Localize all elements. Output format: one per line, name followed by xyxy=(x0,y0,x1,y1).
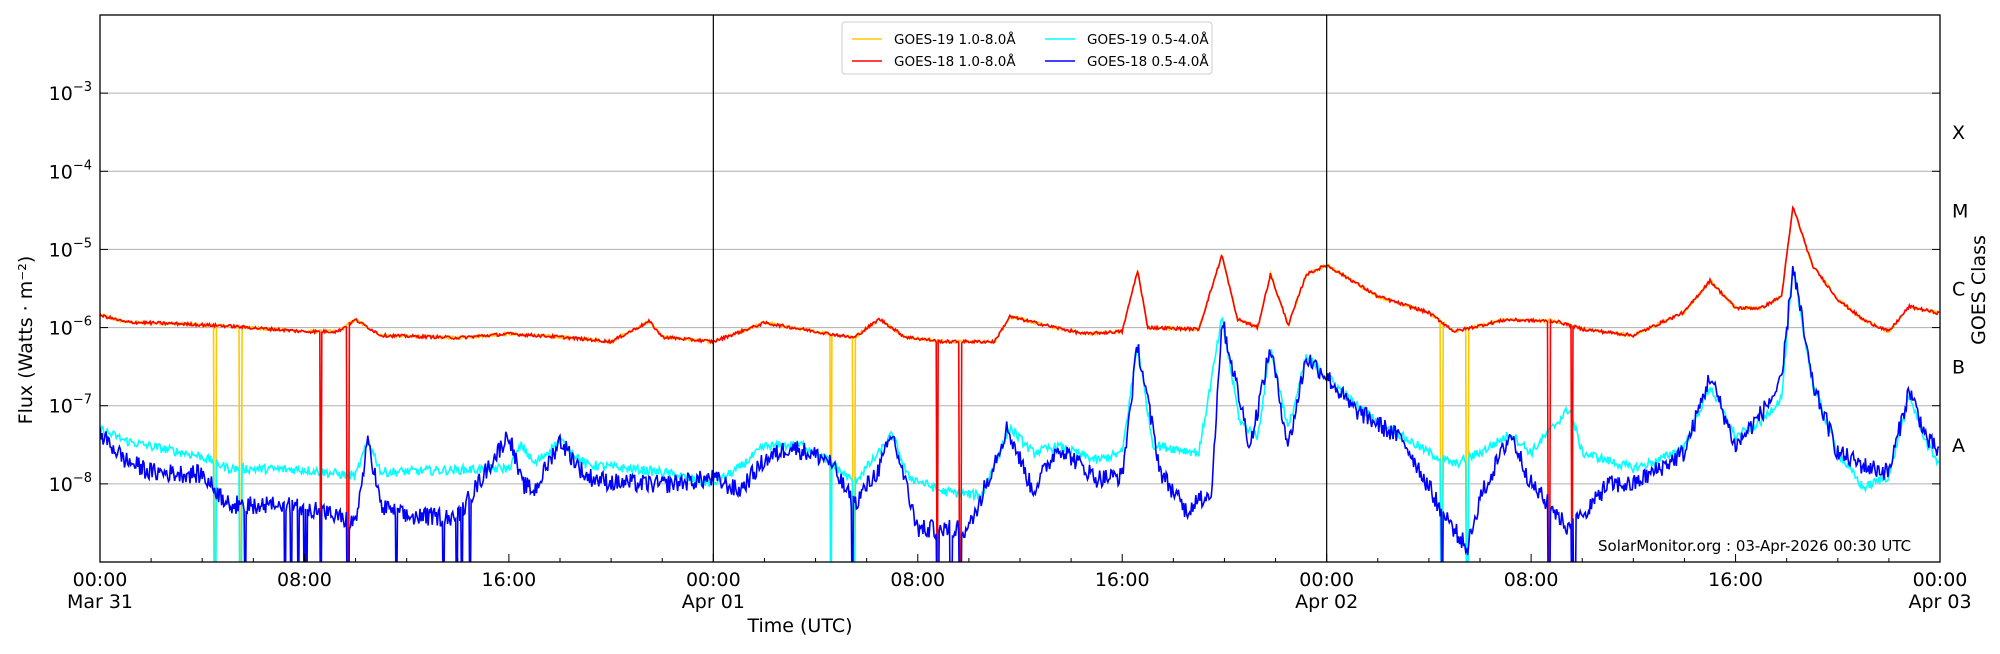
x-tick-label: 00:00 xyxy=(1299,569,1354,591)
y-axis-label: Flux (Watts · m⁻²) xyxy=(15,256,37,425)
x-tick-label: 08:00 xyxy=(890,569,945,591)
goes-class-label-M: M xyxy=(1952,200,1968,222)
goes-class-axis: X M C B A xyxy=(1932,14,1968,563)
x-tick-label: 16:00 xyxy=(482,569,537,591)
x-tick-date-label: Apr 03 xyxy=(1908,591,1971,613)
goes-class-label-A: A xyxy=(1952,435,1965,457)
day-boundary-lines xyxy=(712,15,1328,562)
goes-class-label-X: X xyxy=(1952,122,1965,144)
series-line-goes-18-1-0-8-0- xyxy=(100,205,1940,562)
grid-lines xyxy=(100,92,1940,485)
x-axis-label: Time (UTC) xyxy=(746,615,852,637)
series-line-goes-18-0-5-4-0- xyxy=(100,266,1940,562)
x-tick-label: 08:00 xyxy=(1504,569,1559,591)
y-tick-label: 10−8 xyxy=(49,471,92,496)
y-tick-label: 10−6 xyxy=(49,315,92,340)
x-tick-date-label: Mar 31 xyxy=(67,591,133,613)
series-line-goes-19-0-5-4-0- xyxy=(100,266,1940,562)
x-tick-label: 00:00 xyxy=(73,569,128,591)
y-tick-label: 10−4 xyxy=(49,158,92,183)
x-tick-label: 00:00 xyxy=(686,569,741,591)
right-axis-label: GOES Class xyxy=(1968,235,1990,345)
legend-label: GOES-19 1.0-8.0Å xyxy=(894,31,1016,48)
source-annotation: SolarMonitor.org : 03-Apr-2026 00:30 UTC xyxy=(1598,537,1911,555)
y-tick-label: 10−5 xyxy=(49,236,92,261)
goes-class-label-B: B xyxy=(1952,357,1965,379)
legend-label: GOES-19 0.5-4.0Å xyxy=(1087,31,1209,48)
x-tick-date-label: Apr 01 xyxy=(682,591,745,613)
legend-label: GOES-18 1.0-8.0Å xyxy=(894,53,1016,70)
x-tick-date-label: Apr 02 xyxy=(1295,591,1358,613)
legend-box xyxy=(841,21,1213,75)
x-tick-label: 16:00 xyxy=(1708,569,1763,591)
y-tick-label: 10−3 xyxy=(49,80,92,105)
x-tick-label: 08:00 xyxy=(277,569,332,591)
legend: GOES-19 1.0-8.0Å GOES-18 1.0-8.0Å GOES-19 … xyxy=(841,21,1213,75)
goes-class-label-C: C xyxy=(1952,279,1965,301)
y-axis: 10−3 10−4 10−5 10−6 10−7 10−8 xyxy=(49,80,108,496)
series-line-goes-19-1-0-8-0- xyxy=(100,207,1940,562)
x-tick-label: 16:00 xyxy=(1095,569,1150,591)
x-tick-label: 00:00 xyxy=(1913,569,1968,591)
y-tick-label: 10−7 xyxy=(49,393,92,418)
series-group xyxy=(100,205,1940,562)
legend-label: GOES-18 0.5-4.0Å xyxy=(1087,53,1209,70)
